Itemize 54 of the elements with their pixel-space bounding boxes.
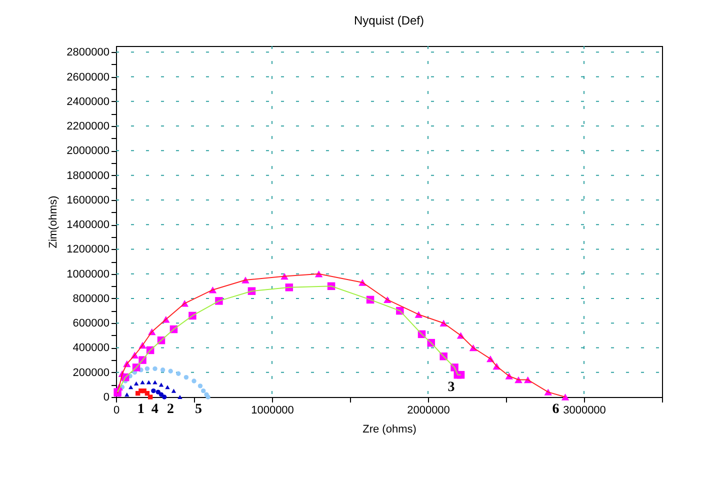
point (152, 380, 158, 384)
series-label: 4 (151, 402, 158, 417)
point (158, 382, 164, 387)
point (160, 368, 166, 372)
y-tick-label: 1000000 (66, 268, 110, 280)
x-axis-title: Zre (ohms) (362, 424, 416, 436)
y-tick-label: 0 (103, 392, 110, 404)
x-tick-label: 2000000 (407, 404, 450, 416)
y-tick-label: 1800000 (66, 170, 110, 182)
y-tick-label: 2600000 (66, 71, 110, 84)
series-label: 1 (137, 402, 144, 417)
x-tick-label: 1000000 (251, 404, 294, 416)
series-label: 2 (166, 402, 174, 417)
y-tick-label: 1200000 (66, 244, 110, 256)
point (156, 390, 160, 394)
point (206, 394, 210, 400)
point (148, 394, 153, 400)
y-tick-label: 2800000 (66, 46, 110, 59)
point (152, 366, 158, 372)
y-tick-label: 2200000 (66, 120, 110, 133)
y-tick-label: 400000 (72, 342, 110, 354)
point (176, 371, 181, 376)
point (165, 385, 170, 390)
y-tick-label: 2000000 (66, 145, 110, 158)
point (192, 378, 196, 384)
point (140, 380, 145, 384)
point (178, 394, 182, 400)
point (124, 392, 130, 397)
series-label: 3 (448, 380, 455, 395)
y-tick-label: 1600000 (66, 194, 110, 206)
y-tick-label: 800000 (72, 292, 110, 305)
y-tick-label: 200000 (72, 366, 110, 379)
point (201, 388, 206, 394)
point (184, 374, 189, 380)
point (151, 388, 156, 394)
point (198, 384, 203, 388)
series-label: 5 (195, 402, 202, 417)
y-tick-label: 600000 (72, 318, 110, 330)
point (158, 392, 164, 397)
point (162, 394, 167, 400)
point (561, 394, 570, 400)
x-tick-label: 0 (113, 404, 120, 416)
x-tick-label: 3000000 (563, 404, 606, 416)
chart-title: Nyquist (Def) (354, 14, 424, 28)
point (134, 381, 139, 386)
y-axis-title: Zim(ohms) (48, 196, 60, 248)
series-label: 6 (552, 402, 560, 417)
point (168, 368, 173, 374)
point (144, 366, 150, 372)
point (146, 380, 152, 384)
point (171, 388, 176, 393)
y-tick-label: 2400000 (66, 96, 110, 108)
y-tick-label: 1400000 (66, 219, 110, 232)
point (128, 385, 134, 390)
